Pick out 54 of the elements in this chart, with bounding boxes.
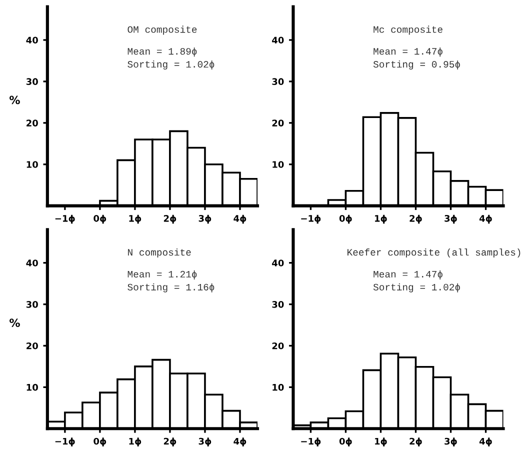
x-tick-label: 1ϕ xyxy=(129,438,142,446)
x-tick-label: 0ϕ xyxy=(339,214,352,224)
x-tick-label: 1ϕ xyxy=(129,214,142,224)
y-tick-label: 20 xyxy=(272,120,284,126)
text: Mc composite xyxy=(374,26,442,35)
x-tick-label: 2ϕ xyxy=(164,438,176,446)
y-tick-label: 30 xyxy=(26,78,38,86)
y-tick-label: 40 xyxy=(26,260,38,266)
text: N composite xyxy=(128,248,191,258)
x-tick-label: 4ϕ xyxy=(234,214,246,224)
x-tick-label: 4ϕ xyxy=(234,438,246,446)
y-tick-label: 10 xyxy=(26,161,38,168)
x-tick-label: 3ϕ xyxy=(444,214,457,224)
y-tick-label: 40 xyxy=(272,36,284,44)
x-tick-label: 4ϕ xyxy=(479,438,492,446)
x-tick-label: −1ϕ xyxy=(55,438,75,446)
y-axis-title: % xyxy=(10,318,20,328)
y-tick-label: 40 xyxy=(26,36,38,44)
text: Keefer composite (all samples) xyxy=(348,248,520,258)
y-tick-label: 40 xyxy=(272,260,284,266)
annotation: Sorting = 0.95ϕ xyxy=(373,60,460,70)
y-axis-title: % xyxy=(10,96,20,104)
annotation: Mean = 1.47ϕ xyxy=(374,48,442,57)
x-tick-label: −1ϕ xyxy=(301,214,321,224)
x-tick-label: 1ϕ xyxy=(375,214,387,224)
y-tick-label: 30 xyxy=(272,78,284,86)
y-tick-label: 20 xyxy=(26,120,38,126)
x-tick-label: 4ϕ xyxy=(479,214,492,224)
y-tick-label: 20 xyxy=(26,342,38,350)
x-tick-label: 3ϕ xyxy=(198,214,212,224)
x-tick-label: 3ϕ xyxy=(444,438,457,446)
annotation: Sorting = 1.02ϕ xyxy=(373,283,460,292)
x-tick-label: 2ϕ xyxy=(164,214,176,224)
y-tick-label: 20 xyxy=(272,342,284,350)
x-tick-label: 0ϕ xyxy=(339,438,352,446)
x-tick-label: 2ϕ xyxy=(410,214,422,224)
annotation: Mean = 1.89ϕ xyxy=(128,48,197,57)
annotation: Sorting = 1.02ϕ xyxy=(128,60,214,70)
text: OM composite xyxy=(128,26,197,35)
x-tick-label: −1ϕ xyxy=(301,438,321,446)
y-tick-label: 30 xyxy=(26,301,38,308)
annotation: Mean = 1.21ϕ xyxy=(128,270,197,280)
annotation: Sorting = 1.16ϕ xyxy=(128,283,214,292)
y-tick-label: 10 xyxy=(272,384,284,391)
x-tick-label: 3ϕ xyxy=(198,438,212,446)
x-tick-label: 0ϕ xyxy=(94,214,106,224)
y-tick-label: 30 xyxy=(272,301,284,308)
x-tick-label: −1ϕ xyxy=(55,214,75,224)
x-tick-label: 1ϕ xyxy=(375,438,387,446)
x-tick-label: 0ϕ xyxy=(94,438,106,446)
y-tick-label: 10 xyxy=(26,384,38,391)
annotation: Mean = 1.47ϕ xyxy=(374,270,442,280)
y-tick-label: 10 xyxy=(272,161,284,168)
x-tick-label: 2ϕ xyxy=(410,438,422,446)
